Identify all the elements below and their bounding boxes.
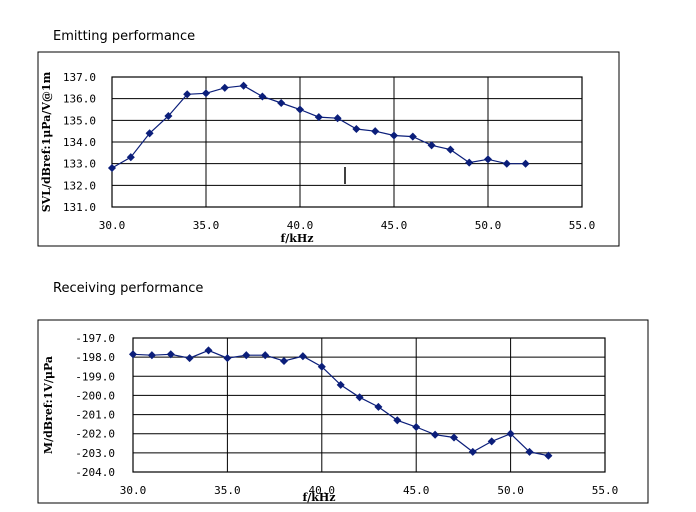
chart-2-title: Receiving performance <box>53 281 204 296</box>
data-point <box>183 90 192 99</box>
y-axis-label: SVL/dBref:1μPa/V@1m <box>40 71 53 212</box>
data-point <box>204 346 213 355</box>
y-tick-label: -204.0 <box>75 466 115 479</box>
data-point <box>277 98 286 108</box>
y-tick-label: -198.0 <box>75 351 115 364</box>
x-axis-label: f/kHz <box>280 232 313 245</box>
data-point <box>166 350 175 359</box>
data-point <box>242 351 251 360</box>
x-tick-label: 55.0 <box>592 484 619 497</box>
data-point <box>258 92 267 101</box>
data-point <box>333 114 342 123</box>
x-tick-label: 40.0 <box>309 484 336 497</box>
data-point <box>295 105 305 114</box>
data-point <box>408 132 417 141</box>
y-tick-label: 132.0 <box>63 179 96 192</box>
data-point <box>465 158 474 167</box>
data-point <box>164 111 173 121</box>
y-tick-label: 137.0 <box>63 71 96 84</box>
y-tick-label: 134.0 <box>63 136 96 149</box>
data-point <box>446 145 455 154</box>
chart-1: 137.0 136.0 135.0 134.0 133.0 132.0 131.030.0 3… <box>37 51 620 247</box>
y-tick-label: 131.0 <box>63 201 96 214</box>
data-point <box>371 127 380 136</box>
data-point <box>314 113 323 122</box>
data-point <box>468 447 477 456</box>
data-point <box>107 163 117 173</box>
data-point <box>223 354 232 363</box>
y-tick-label: -203.0 <box>75 447 115 460</box>
data-point <box>544 451 553 460</box>
data-point <box>502 159 511 168</box>
data-point <box>298 352 307 361</box>
y-tick-label: -201.0 <box>75 409 115 422</box>
data-point <box>336 380 345 389</box>
data-point <box>374 402 383 411</box>
x-tick-label: 35.0 <box>214 484 241 497</box>
y-tick-label: 135.0 <box>63 114 96 127</box>
x-tick-label: 50.0 <box>497 484 524 497</box>
x-tick-label: 55.0 <box>569 219 596 232</box>
chart-frame <box>37 319 649 504</box>
data-point <box>145 129 154 138</box>
data-point <box>412 422 421 432</box>
data-point <box>355 393 364 402</box>
plot-area <box>111 76 583 208</box>
chart-frame <box>37 51 620 247</box>
data-point <box>506 429 515 438</box>
plot-area <box>132 337 606 473</box>
x-axis-label: f/kHz <box>302 491 335 504</box>
y-tick-label: 133.0 <box>63 158 96 171</box>
data-point <box>128 350 138 359</box>
data-point <box>483 155 493 164</box>
x-tick-label: 30.0 <box>99 219 126 232</box>
y-tick-label: -199.0 <box>75 370 115 383</box>
data-point <box>449 433 459 442</box>
y-tick-label: -202.0 <box>75 428 115 441</box>
data-point <box>521 159 530 168</box>
x-tick-label: 40.0 <box>287 219 314 232</box>
data-point <box>431 430 440 439</box>
y-tick-label: -197.0 <box>75 332 115 345</box>
data-point <box>525 447 534 456</box>
data-point <box>185 354 194 363</box>
y-tick-label: 136.0 <box>63 93 96 106</box>
data-point <box>126 153 135 162</box>
x-tick-label: 45.0 <box>403 484 430 497</box>
data-point <box>389 131 399 140</box>
y-tick-label: -200.0 <box>75 389 115 402</box>
chart-1-title: Emitting performance <box>53 29 196 44</box>
x-tick-label: 45.0 <box>381 219 408 232</box>
data-point <box>487 437 496 446</box>
y-axis-label: M/dBref:1V/μPa <box>42 356 55 454</box>
data-point <box>261 351 270 360</box>
data-point <box>279 356 289 366</box>
data-point <box>427 141 436 150</box>
data-point <box>393 416 402 425</box>
x-tick-label: 35.0 <box>193 219 220 232</box>
data-point <box>220 83 229 92</box>
chart-2: -197.0 -198.0 -199.0 -200.0 -201.0 -202.0 -203… <box>37 319 649 504</box>
x-tick-label: 50.0 <box>475 219 502 232</box>
data-point <box>317 362 326 371</box>
data-point <box>352 124 361 134</box>
data-point <box>239 81 248 90</box>
data-point <box>201 89 211 98</box>
data-point <box>147 351 156 360</box>
x-tick-label: 30.0 <box>120 484 147 497</box>
